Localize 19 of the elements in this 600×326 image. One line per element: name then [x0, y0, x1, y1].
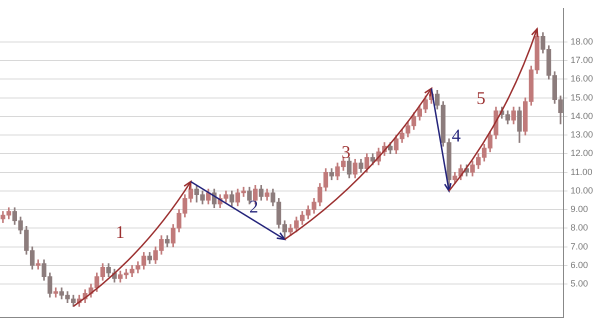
- y-tick-label: 16.00: [570, 74, 594, 84]
- y-tick-label: 13.00: [570, 130, 594, 140]
- annotation: 3: [342, 142, 351, 162]
- annotation: 4: [452, 126, 461, 146]
- y-tick-label: 10.00: [570, 185, 594, 196]
- y-tick-label: 5.00: [570, 278, 588, 289]
- y-tick-label: 17.00: [570, 55, 594, 66]
- y-tick-label: 12.00: [570, 148, 594, 158]
- y-tick-label: 6.00: [570, 260, 588, 270]
- y-tick-label: 14.00: [570, 110, 594, 121]
- y-tick-label: 15.00: [570, 92, 594, 102]
- y-tick-label: 18.00: [570, 36, 594, 46]
- annotation: 5: [476, 88, 486, 108]
- y-tick-label: 9.00: [570, 204, 588, 214]
- annotation: 1: [116, 222, 125, 242]
- y-tick-label: 7.00: [570, 241, 588, 252]
- y-tick-label: 11.00: [570, 166, 592, 177]
- annotation: 2: [249, 196, 258, 216]
- y-tick-label: 8.00: [570, 222, 588, 233]
